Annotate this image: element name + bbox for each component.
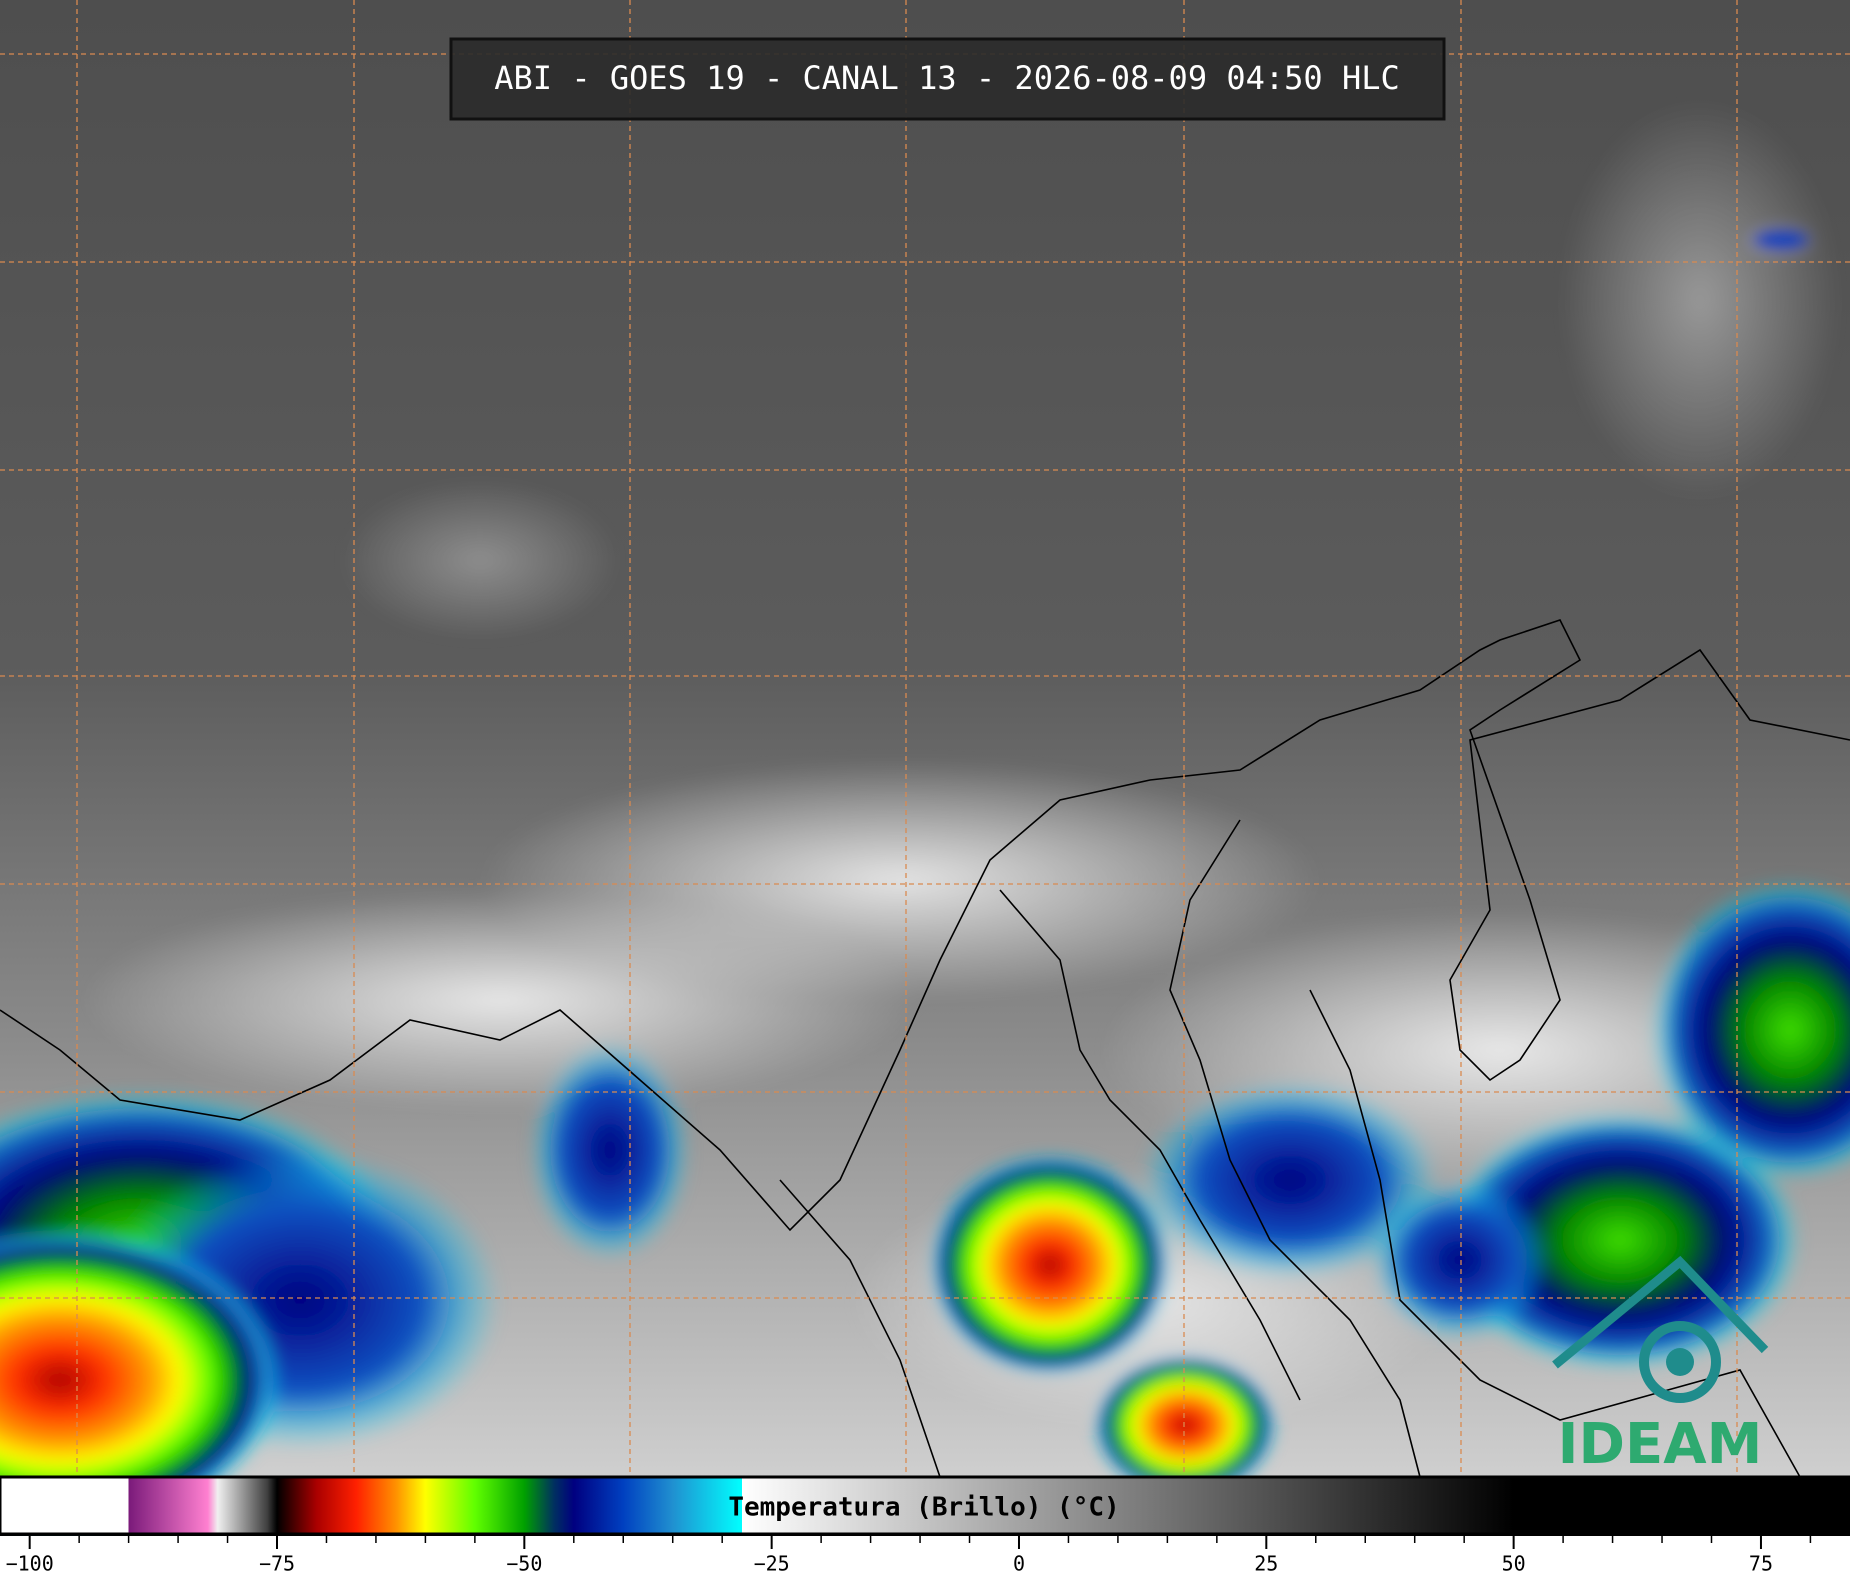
title: ABI - GOES 19 - CANAL 13 - 2026-08-09 04… bbox=[494, 59, 1399, 97]
tick-label: −100 bbox=[6, 1552, 54, 1576]
colorbar: Temperatura (Brillo) (°C) bbox=[0, 1475, 1850, 1536]
tick-label: 75 bbox=[1749, 1552, 1773, 1576]
logo-text: IDEAM bbox=[1558, 1412, 1763, 1477]
tick-label: −75 bbox=[259, 1552, 295, 1576]
tick-area bbox=[0, 1536, 1850, 1577]
graticule bbox=[0, 0, 1850, 1477]
coastlines bbox=[0, 619, 1850, 1478]
colorbar-scale bbox=[0, 1475, 1850, 1536]
tick-label: 0 bbox=[1013, 1552, 1025, 1576]
tick-label: 25 bbox=[1254, 1552, 1278, 1576]
clouds bbox=[0, 100, 1850, 1530]
colorbar-label: Temperatura (Brillo) (°C) bbox=[728, 1493, 1119, 1523]
title-box bbox=[449, 37, 1446, 121]
tick-label: −25 bbox=[754, 1552, 790, 1576]
logo: IDEAM bbox=[1552, 1255, 1769, 1477]
tick-label: −50 bbox=[506, 1552, 542, 1576]
tick-label: 50 bbox=[1502, 1552, 1526, 1576]
colorbar-ticks: −100 −75 −50 −25 0 25 50 75 bbox=[6, 1536, 1812, 1576]
